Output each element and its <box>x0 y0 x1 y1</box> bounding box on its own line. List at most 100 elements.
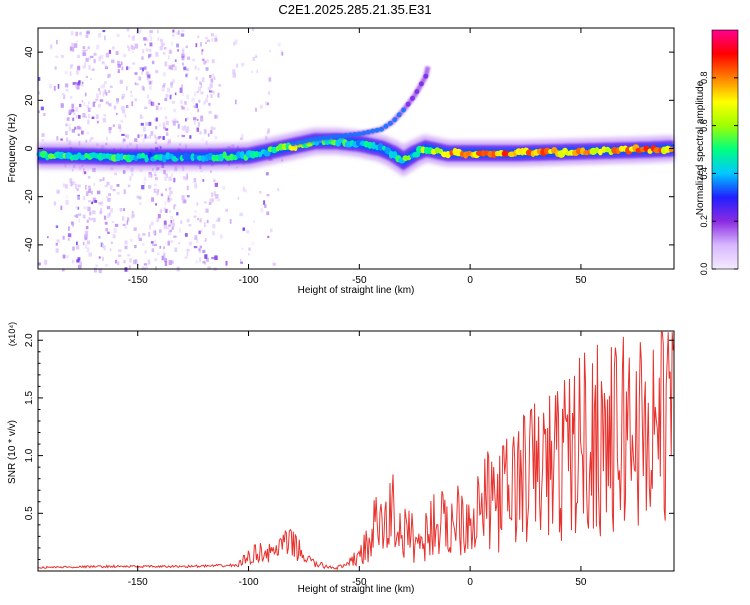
spectrogram-speckle-mark <box>162 84 166 88</box>
spectrogram-speckle-mark <box>64 184 68 189</box>
spectrogram-speckle-mark <box>76 245 80 250</box>
spectrogram-speckle-mark <box>110 208 113 213</box>
spectrogram-speckle-mark <box>177 30 180 35</box>
spectrogram-speckle-mark <box>180 105 184 108</box>
spectrogram-speckle-mark <box>199 245 202 249</box>
spectrogram-speckle-mark <box>87 46 90 50</box>
spectrogram-speckle-mark <box>84 244 88 249</box>
spectrogram-speckle-mark <box>194 210 197 213</box>
spectrogram-speckle-mark <box>266 194 270 197</box>
spectrogram-speckle-mark <box>168 139 171 144</box>
spectrogram-speckle-mark <box>70 221 74 225</box>
spectrogram-speckle-mark <box>60 205 63 211</box>
spectrogram-speckle-mark <box>79 31 82 36</box>
spectrogram-speckle-mark <box>38 262 41 266</box>
spectrogram-speckle-mark <box>82 214 86 219</box>
spectrogram-speckle-mark <box>156 218 159 223</box>
ridge-cell <box>324 139 331 145</box>
spectrogram-speckle-mark <box>165 128 169 131</box>
spectrogram-speckle-mark <box>148 174 152 178</box>
spectrogram-speckle-mark <box>69 71 72 76</box>
spectrogram-speckle-mark <box>71 43 74 48</box>
spectrogram-speckle-mark <box>141 85 145 91</box>
x-tick-label: 0 <box>467 275 473 286</box>
spectrogram-speckle-mark <box>88 217 91 221</box>
spectrogram-speckle-mark <box>88 200 91 203</box>
spectrogram-speckle-mark <box>194 120 196 125</box>
spectrogram-speckle-mark <box>132 35 135 39</box>
spectrogram-speckle-mark <box>260 207 264 213</box>
spectrogram-speckle-mark <box>47 236 49 239</box>
branch-cell <box>383 123 389 129</box>
spectrogram-speckle-mark <box>130 94 133 98</box>
spectrogram-x-label: Height of straight line (km) <box>298 285 415 296</box>
spectrogram-speckle-mark <box>102 117 107 123</box>
spectrogram-speckle-mark <box>164 116 168 120</box>
spectrogram-speckle-mark <box>251 28 255 32</box>
ridge-cell <box>119 153 124 161</box>
spectrogram-speckle-mark <box>112 188 116 192</box>
spectrogram-y-ticks: -40 -20 0 20 40 <box>24 46 674 252</box>
spectrogram-speckle-mark <box>173 177 176 183</box>
spectrogram-speckle-mark <box>168 224 172 227</box>
colorbar-gradient <box>711 29 739 270</box>
spectrogram-speckle-mark <box>201 51 203 55</box>
spectrogram-speckle-mark <box>211 192 214 197</box>
spectrogram-speckle-mark <box>134 98 137 102</box>
spectrogram-speckle-mark <box>77 133 80 137</box>
spectrogram-speckle-mark <box>181 126 186 131</box>
spectrogram-speckle-mark <box>176 120 179 124</box>
spectrogram-speckle-mark <box>75 206 79 209</box>
spectrogram-speckle-mark <box>85 34 89 38</box>
spectrogram-speckle-mark <box>90 55 94 58</box>
spectrogram-speckle-mark <box>201 137 204 142</box>
spectrogram-speckle-mark <box>211 59 215 64</box>
spectrogram-speckle-mark <box>265 101 268 106</box>
y-tick-label: 40 <box>24 46 35 58</box>
spectrogram-speckle-mark <box>82 46 86 50</box>
spectrogram-speckle-mark <box>56 39 58 45</box>
spectrogram-speckle-mark <box>77 54 80 58</box>
branch-cell <box>330 134 336 140</box>
spectrogram-speckle-mark <box>200 91 204 95</box>
spectrogram-speckle-mark <box>124 113 127 118</box>
spectrogram-speckle-mark <box>181 195 185 201</box>
spectrogram-speckle-mark <box>235 99 237 105</box>
x-tick-label: -150 <box>128 275 148 286</box>
branch-cell <box>334 133 340 139</box>
spectrogram-speckle-mark <box>126 220 129 225</box>
spectrogram-speckle-mark <box>85 185 87 190</box>
spectrogram-speckle-mark <box>198 99 201 103</box>
spectrogram-speckle-mark <box>70 31 74 36</box>
spectrogram-speckle-mark <box>186 248 190 252</box>
spectrogram-speckle-mark <box>127 134 129 139</box>
spectrogram-speckle-mark <box>233 41 236 46</box>
spectrogram-speckle-mark <box>199 82 202 85</box>
spectrogram-speckle-mark <box>121 216 125 221</box>
spectrogram-speckle-mark <box>196 118 199 121</box>
y-tick-label: -20 <box>24 189 35 204</box>
spectrogram-speckle-mark <box>119 207 123 212</box>
spectrogram-speckle-mark <box>150 241 154 244</box>
spectrogram-speckle-mark <box>134 138 138 142</box>
spectrogram-speckle-mark <box>142 49 145 54</box>
spectrogram-speckle-mark <box>83 206 87 210</box>
spectrogram-speckle-mark <box>184 233 188 237</box>
spectrogram-speckle-mark <box>167 194 171 198</box>
spectrogram-speckle-mark <box>50 44 53 48</box>
spectrogram-speckle-mark <box>152 230 156 234</box>
spectrogram-speckle-mark <box>180 33 185 37</box>
spectrogram-speckle-mark <box>193 105 197 108</box>
branch-cell <box>365 129 371 135</box>
spectrogram-speckle-mark <box>117 261 120 266</box>
spectrogram-speckle-mark <box>163 246 165 250</box>
spectrogram-speckle-mark <box>155 126 158 130</box>
spectrogram-speckle-mark <box>131 172 134 177</box>
spectrogram-speckle-mark <box>150 173 153 178</box>
branch-cell <box>414 89 420 95</box>
spectrogram-speckle-mark <box>209 170 212 173</box>
spectrogram-speckle-mark <box>172 33 175 38</box>
spectrogram-speckle-mark <box>93 52 97 56</box>
spectrogram-speckle-mark <box>116 184 120 187</box>
spectrogram-speckle-mark <box>172 219 175 222</box>
